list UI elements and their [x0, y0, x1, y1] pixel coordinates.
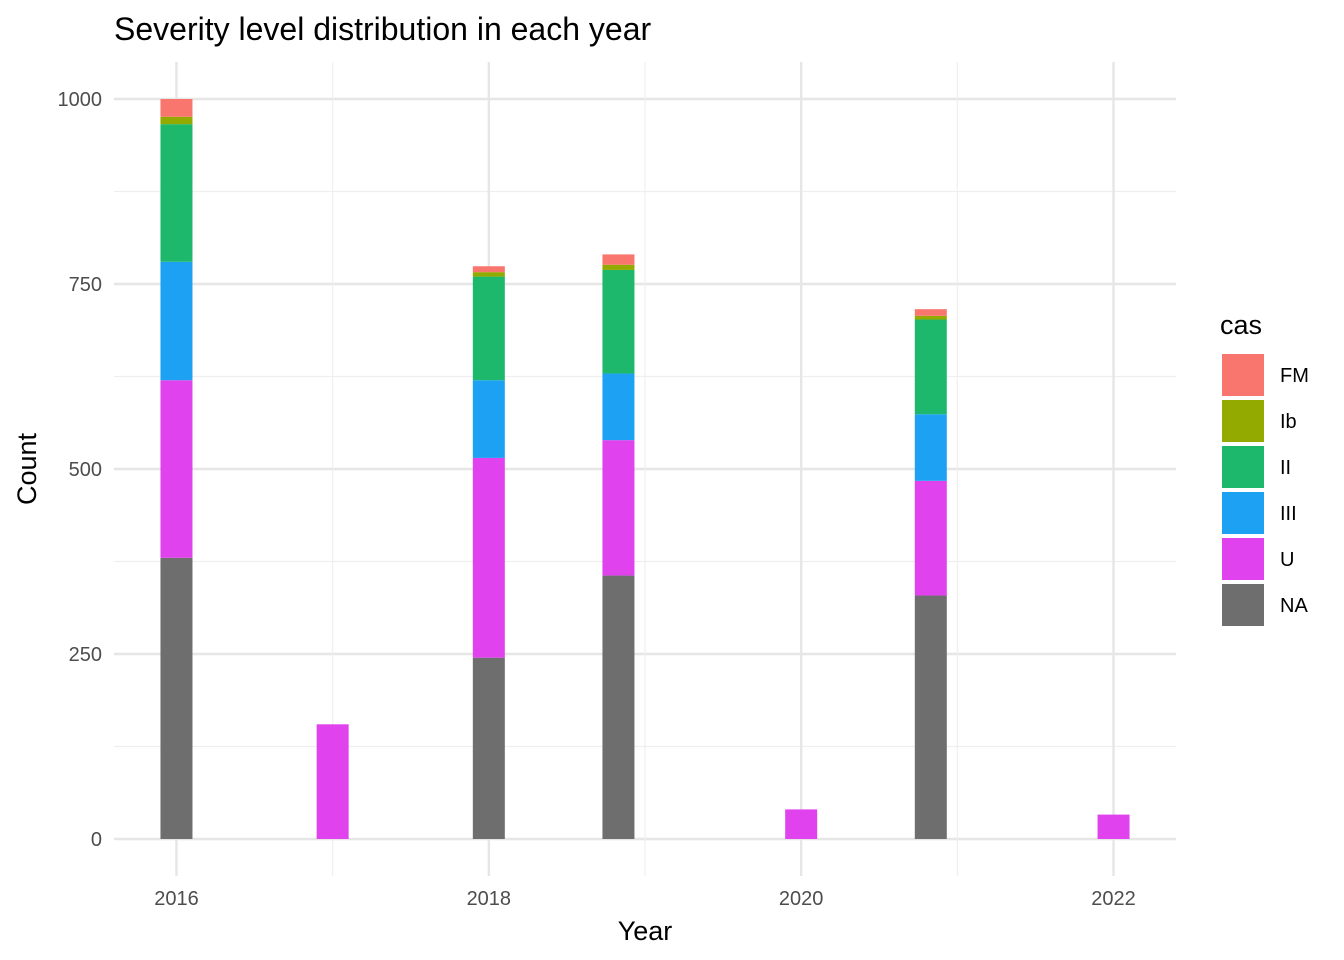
legend-label: NA	[1280, 595, 1308, 617]
bar-segment-ib	[472, 272, 505, 277]
legend-key-iii	[1222, 492, 1264, 534]
bar-segment-u	[914, 480, 947, 596]
y-tick-label: 1000	[58, 89, 103, 111]
bar-segment-u	[472, 457, 505, 658]
bar-segment-fm	[160, 99, 193, 117]
legend-title: cas	[1220, 310, 1262, 340]
legend-label: III	[1280, 503, 1297, 525]
bar-segment-iii	[160, 261, 193, 381]
legend-key-u	[1222, 538, 1264, 580]
bar-segment-u	[160, 380, 193, 558]
y-tick-labels: 0 250 500 750 1000	[58, 89, 103, 851]
y-axis-title: Count	[12, 432, 42, 505]
y-tick-label: 750	[69, 274, 102, 296]
legend-key-fm	[1222, 354, 1264, 396]
bar-segment-ii	[914, 319, 947, 415]
legend-label: Ib	[1280, 411, 1297, 433]
bar-segment-u	[602, 440, 635, 576]
legend-label: U	[1280, 549, 1294, 571]
y-tick-label: 500	[69, 459, 102, 481]
bar-segment-na	[472, 657, 505, 839]
legend-label: FM	[1280, 365, 1309, 387]
x-tick-labels: 2016 2018 2020 2022	[154, 888, 1136, 910]
bar-segment-ii	[160, 124, 193, 262]
chart-title: Severity level distribution in each year	[114, 11, 652, 47]
legend-key-na	[1222, 584, 1264, 626]
y-tick-label: 0	[91, 829, 102, 851]
bar-segment-iii	[914, 414, 947, 481]
bar-segment-na	[914, 595, 947, 839]
x-tick-label: 2018	[467, 888, 512, 910]
bar-segment-ii	[602, 269, 635, 374]
bar-segment-fm	[914, 309, 947, 316]
bar-segment-na	[602, 575, 635, 839]
bar-segment-u	[785, 809, 818, 839]
grid-layer	[114, 62, 1176, 876]
x-axis-title: Year	[618, 916, 673, 946]
legend-key-ii	[1222, 446, 1264, 488]
bar-segment-fm	[472, 266, 505, 273]
bar-segment-iii	[602, 373, 635, 441]
bar-segment-ib	[602, 264, 635, 270]
bar-segment-ii	[472, 276, 505, 381]
legend-label: II	[1280, 457, 1291, 479]
bar-segment-u	[1097, 814, 1130, 839]
bar-segment-ib	[160, 116, 193, 125]
x-tick-label: 2022	[1091, 888, 1136, 910]
x-tick-label: 2020	[779, 888, 824, 910]
x-tick-label: 2016	[154, 888, 199, 910]
y-tick-label: 250	[69, 644, 102, 666]
bars-layer	[160, 99, 1130, 839]
bar-segment-ib	[914, 315, 947, 320]
bar-segment-fm	[602, 254, 635, 265]
bar-segment-na	[160, 557, 193, 839]
bar-segment-iii	[472, 380, 505, 458]
legend-key-ib	[1222, 400, 1264, 442]
bar-segment-u	[316, 724, 349, 839]
